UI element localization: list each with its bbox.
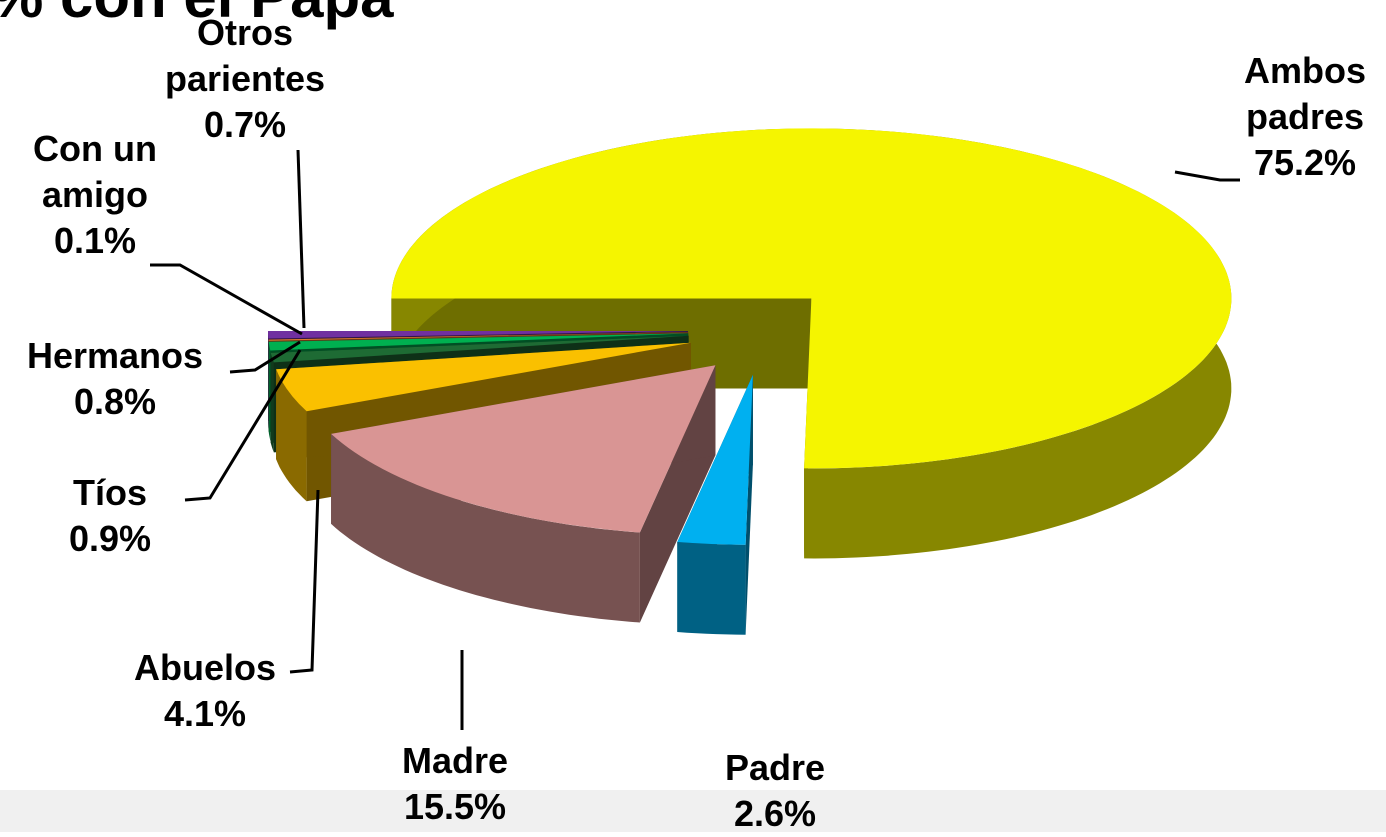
leader-line — [298, 150, 304, 328]
slice-side — [677, 542, 745, 635]
label-value: 4.1% — [105, 691, 305, 737]
label-value: 0.1% — [15, 218, 175, 264]
label-name: Ambos padres — [1220, 48, 1386, 140]
label-value: 0.9% — [10, 516, 210, 562]
slice-side — [269, 342, 271, 441]
label-name: Hermanos — [5, 333, 225, 379]
label-value: 15.5% — [355, 784, 555, 830]
slice-side — [271, 353, 274, 453]
pie — [268, 128, 1231, 634]
label-name: Otros parientes — [145, 10, 345, 102]
label-name: Abuelos — [105, 645, 305, 691]
label-name: Padre — [675, 745, 875, 791]
leader-line — [150, 265, 302, 334]
label-value: 0.8% — [5, 379, 225, 425]
label-value: 0.7% — [145, 102, 345, 148]
label-name: Tíos — [10, 470, 210, 516]
label-name: Madre — [355, 738, 555, 784]
label-value: 2.6% — [675, 791, 875, 837]
label-value: 75.2% — [1220, 140, 1386, 186]
